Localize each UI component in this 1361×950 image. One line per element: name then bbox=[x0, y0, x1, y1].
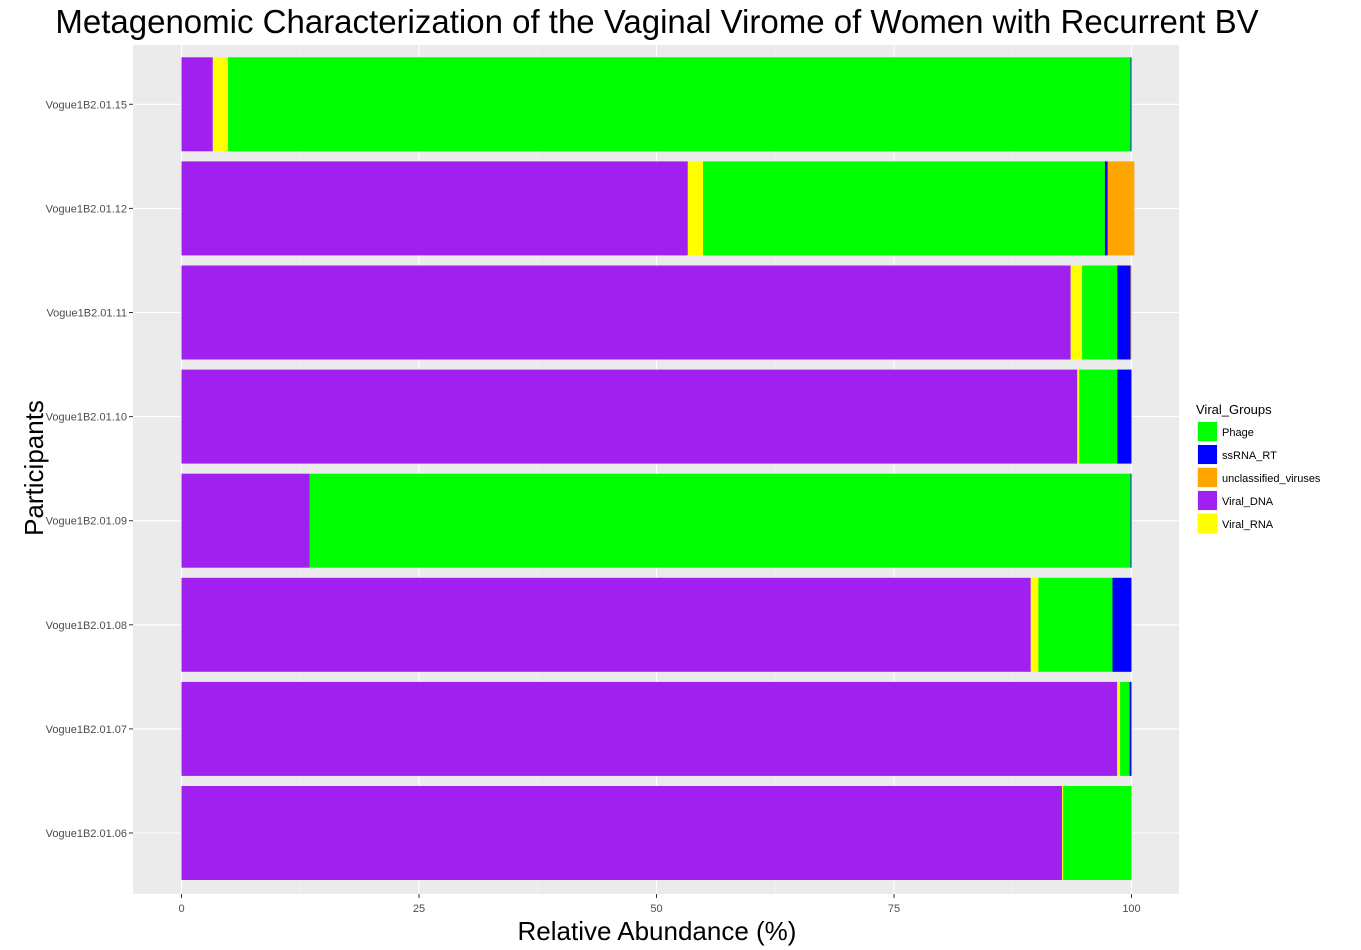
bar-segment-viral-dna bbox=[181, 577, 1031, 672]
bar-segment-ssrna-rt bbox=[1117, 265, 1131, 360]
bar-segment-viral-dna bbox=[181, 473, 310, 568]
bar-segment-phage bbox=[1038, 577, 1113, 672]
y-tick-label: Vogue1B2.01.09 bbox=[46, 516, 127, 528]
bar-segment-ssrna-rt bbox=[1129, 681, 1132, 776]
bar-segment-phage bbox=[1082, 265, 1118, 360]
y-tick-label: Vogue1B2.01.15 bbox=[46, 99, 127, 111]
y-tick-label: Vogue1B2.01.08 bbox=[46, 620, 127, 632]
y-tick-label: Vogue1B2.01.12 bbox=[46, 203, 127, 215]
legend-label: Phage bbox=[1222, 427, 1254, 439]
bar-segment-viral-rna bbox=[1030, 577, 1039, 672]
legend-key-viral-rna bbox=[1198, 514, 1217, 533]
bar-segment-viral-rna bbox=[1070, 265, 1083, 360]
bar-segment-ssrna-rt bbox=[1112, 577, 1132, 672]
legend-key-phage bbox=[1198, 422, 1217, 441]
bar-segment-unclassified-viruses bbox=[1107, 161, 1135, 256]
legend-key-viral-dna bbox=[1198, 491, 1217, 510]
legend-label: unclassified_viruses bbox=[1222, 473, 1321, 485]
bar-segment-viral-dna bbox=[181, 786, 1063, 880]
bar-segment-phage bbox=[1120, 681, 1130, 776]
x-tick-label: 25 bbox=[413, 903, 425, 915]
y-axis-ticks: Vogue1B2.01.06 Vogue1B2.01.07 Vogue1B2.01.… bbox=[46, 99, 133, 840]
bar-segment-viral-rna bbox=[212, 57, 229, 152]
bar-segment-viral-rna bbox=[1117, 681, 1121, 776]
x-tick-label: 75 bbox=[888, 903, 900, 915]
legend-items: Phage ssRNA_RT unclassified_viruses Viral_D… bbox=[1197, 421, 1321, 534]
bar-segment-phage bbox=[1063, 786, 1132, 880]
legend: Viral_Groups Phage ssRNA_RT unclassified_v… bbox=[1196, 402, 1321, 534]
y-axis-title: Participants bbox=[19, 400, 49, 536]
chart-title: Metagenomic Characterization of the Vagi… bbox=[55, 3, 1258, 40]
bar-segment-viral-rna bbox=[1077, 369, 1080, 464]
bar-segment-viral-dna bbox=[181, 265, 1071, 360]
bar-segment-phage bbox=[309, 473, 1131, 568]
legend-key-ssrna-rt bbox=[1198, 445, 1217, 464]
legend-label: Viral_DNA bbox=[1222, 496, 1274, 508]
legend-key-unclassified-viruses bbox=[1198, 468, 1217, 487]
bar-segment-phage bbox=[1079, 369, 1118, 464]
bar-segment-viral-rna bbox=[1062, 786, 1064, 880]
bar-segment-ssrna-rt bbox=[1130, 473, 1132, 568]
x-tick-label: 0 bbox=[178, 903, 184, 915]
bar-segment-phage bbox=[703, 161, 1105, 256]
x-tick-label: 100 bbox=[1122, 903, 1140, 915]
bar-segment-phage bbox=[228, 57, 1131, 152]
legend-label: Viral_RNA bbox=[1222, 519, 1274, 531]
y-tick-label: Vogue1B2.01.06 bbox=[46, 828, 127, 840]
bar-segment-viral-dna bbox=[181, 681, 1118, 776]
y-tick-label: Vogue1B2.01.11 bbox=[46, 308, 127, 320]
bar-segment-unclassified-viruses bbox=[1130, 265, 1132, 360]
bar-segment-viral-dna bbox=[181, 161, 688, 256]
bar-segment-ssrna-rt bbox=[1104, 161, 1108, 256]
bar-segment-viral-dna bbox=[181, 369, 1078, 464]
bar-segment-ssrna-rt bbox=[1117, 369, 1132, 464]
bar-segment-ssrna-rt bbox=[1130, 57, 1132, 152]
y-tick-label: Vogue1B2.01.07 bbox=[46, 724, 127, 736]
x-tick-label: 50 bbox=[650, 903, 662, 915]
bar-segment-viral-dna bbox=[181, 57, 213, 152]
legend-title: Viral_Groups bbox=[1196, 402, 1272, 417]
legend-label: ssRNA_RT bbox=[1222, 450, 1277, 462]
x-axis-ticks: 0 25 50 75 100 bbox=[178, 894, 1141, 915]
y-tick-label: Vogue1B2.01.10 bbox=[46, 412, 127, 424]
x-axis-title: Relative Abundance (%) bbox=[518, 916, 797, 946]
bar-segment-viral-rna bbox=[687, 161, 704, 256]
bars bbox=[181, 57, 1135, 880]
